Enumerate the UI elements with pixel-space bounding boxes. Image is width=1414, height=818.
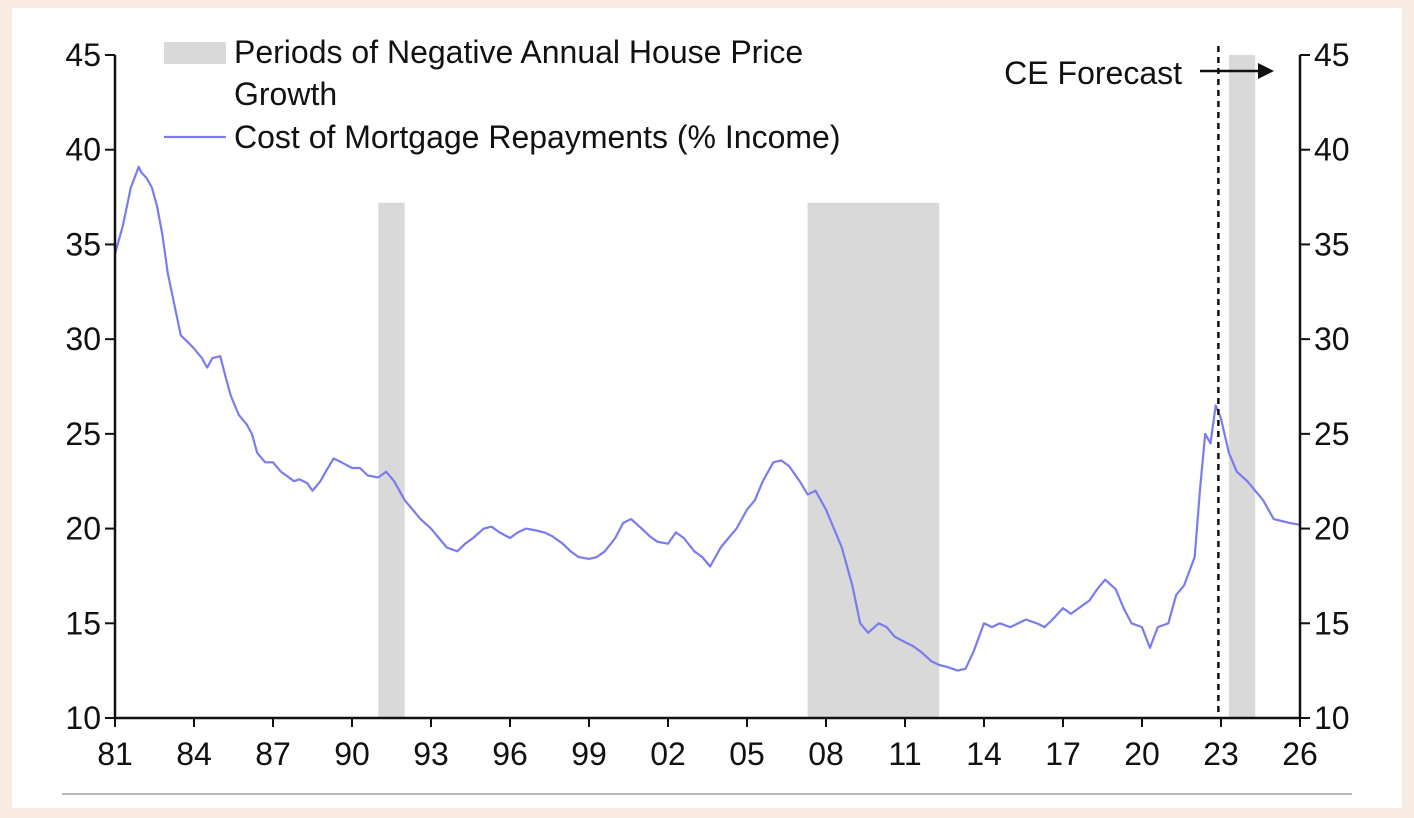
x-tick-label: 26: [1282, 736, 1318, 772]
x-tick-label: 20: [1124, 736, 1160, 772]
x-tick-label: 96: [492, 736, 528, 772]
x-tick-label: 87: [255, 736, 291, 772]
annotation-ce-forecast: CE Forecast: [1004, 55, 1182, 91]
x-tick-label: 90: [334, 736, 370, 772]
x-tick-label: 05: [729, 736, 765, 772]
y-tick-label-right: 40: [1314, 132, 1350, 168]
y-tick-label-right: 25: [1314, 416, 1350, 452]
legend-label-mortgage-cost: Cost of Mortgage Repayments (% Income): [234, 119, 840, 155]
y-tick-label-left: 20: [65, 511, 101, 547]
y-tick-label-left: 45: [65, 37, 101, 73]
x-tick-label: 84: [176, 736, 212, 772]
x-tick-label: 17: [1045, 736, 1081, 772]
x-tick-label: 11: [888, 736, 921, 772]
y-tick-label-left: 15: [65, 605, 101, 641]
chart-svg: 10 10 15 15 20 20 25 25 30 30 35 35 40 40 45 45 81 84 87 90…: [62, 34, 1352, 795]
y-tick-label-right: 45: [1314, 37, 1350, 73]
x-tick-label: 08: [808, 736, 844, 772]
x-tick-label: 93: [413, 736, 449, 772]
shaded-period-1: [378, 202, 405, 719]
chart-frame: 10 10 15 15 20 20 25 25 30 30 35 35 40 40 45 45 81 84 87 90…: [12, 8, 1402, 808]
y-tick-label-right: 30: [1314, 321, 1350, 357]
y-tick-label-left: 10: [65, 700, 101, 736]
y-tick-label-left: 40: [65, 132, 101, 168]
y-tick-label-right: 15: [1314, 605, 1350, 641]
x-tick-label: 81: [97, 736, 133, 772]
y-tick-label-left: 35: [65, 226, 101, 262]
legend-label-negative-growth: Periods of Negative Annual House Price: [234, 34, 803, 70]
y-tick-label-left: 30: [65, 321, 101, 357]
series-line-mortgage-cost: [113, 165, 1301, 672]
forecast-arrow-head: [1258, 63, 1274, 79]
y-tick-label-left: 25: [65, 416, 101, 452]
legend-swatch-shaded-band: [164, 42, 226, 64]
x-tick-label: 02: [650, 736, 686, 772]
x-tick-label: 23: [1203, 736, 1239, 772]
x-tick-label: 14: [966, 736, 1002, 772]
x-tick-label: 99: [571, 736, 607, 772]
shaded-period-2: [807, 202, 940, 719]
y-tick-label-right: 35: [1314, 226, 1350, 262]
y-tick-label-right: 10: [1314, 700, 1350, 736]
legend-label-negative-growth: Growth: [234, 76, 337, 112]
y-tick-label-right: 20: [1314, 511, 1350, 547]
shaded-period-3: [1228, 55, 1256, 718]
